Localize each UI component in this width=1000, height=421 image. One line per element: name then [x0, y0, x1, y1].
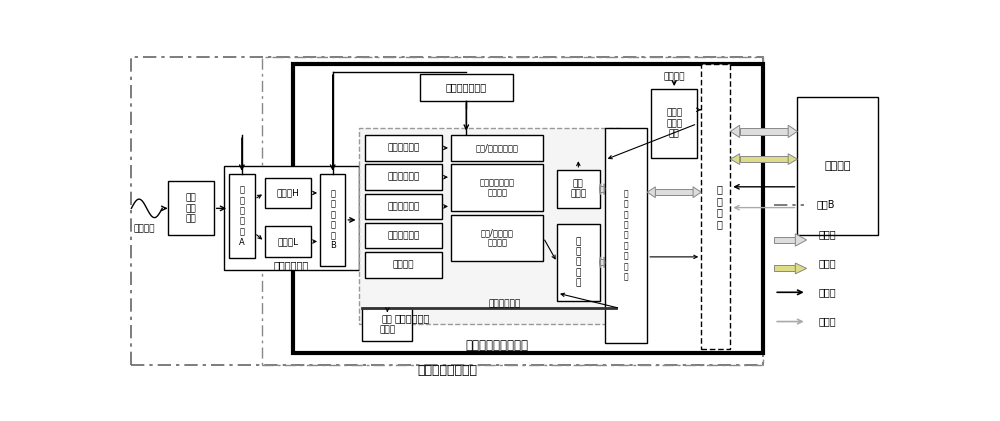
Polygon shape: [647, 187, 655, 197]
Bar: [605, 128, 647, 343]
Bar: [362, 309, 412, 341]
Text: 信号整形电路: 信号整形电路: [274, 260, 309, 270]
Bar: [365, 223, 442, 248]
Text: 信号线: 信号线: [819, 317, 837, 327]
Text: 上升/下降时间
搜索模块: 上升/下降时间 搜索模块: [481, 228, 514, 247]
Text: 区域B: 区域B: [817, 200, 835, 210]
Text: 超时搜索模块: 超时搜索模块: [387, 231, 419, 240]
Polygon shape: [730, 154, 740, 165]
Bar: [451, 135, 543, 161]
Text: 波形搜索模块: 波形搜索模块: [395, 313, 430, 323]
Bar: [774, 237, 795, 243]
Text: 建立与保持时间
搜索模块: 建立与保持时间 搜索模块: [480, 178, 515, 197]
Bar: [557, 170, 600, 208]
Text: 硬件协同处理装置: 硬件协同处理装置: [417, 364, 477, 377]
Text: 微处理器: 微处理器: [825, 161, 851, 171]
Bar: [265, 178, 311, 208]
Text: 多
路
选
择
器
B: 多 路 选 择 器 B: [330, 189, 336, 250]
Text: 总线模块: 总线模块: [392, 261, 414, 269]
Bar: [265, 226, 311, 257]
Text: 总
线
接
口: 总 线 接 口: [717, 184, 723, 229]
Bar: [600, 186, 604, 192]
Bar: [365, 135, 442, 161]
Text: 地址线: 地址线: [819, 258, 837, 268]
Text: 协同处理控制器: 协同处理控制器: [446, 82, 487, 92]
Text: 控制线: 控制线: [819, 287, 837, 297]
Text: 比较器H: 比较器H: [276, 189, 299, 197]
Text: 触发信号: 触发信号: [663, 72, 685, 81]
Text: 多
路
选
择
器
A: 多 路 选 择 器 A: [239, 186, 245, 247]
Bar: [740, 128, 788, 135]
Bar: [358, 128, 620, 324]
Text: 现场可编辑逻辑器件: 现场可编辑逻辑器件: [466, 339, 529, 352]
Bar: [224, 166, 358, 270]
Bar: [557, 224, 600, 301]
Bar: [168, 181, 214, 235]
Text: 边沿搜索模块: 边沿搜索模块: [387, 144, 419, 152]
Bar: [262, 57, 763, 365]
Bar: [655, 189, 693, 195]
Bar: [365, 252, 442, 278]
Bar: [451, 165, 543, 210]
Text: 时间
计数器: 时间 计数器: [379, 315, 395, 334]
Bar: [229, 174, 255, 258]
Text: 逻辑搜索模块: 逻辑搜索模块: [387, 202, 419, 211]
Bar: [293, 64, 763, 353]
Bar: [797, 97, 878, 235]
Text: 数据流: 数据流: [819, 229, 837, 239]
Text: 数
据
选
择
器: 数 据 选 择 器: [576, 237, 581, 288]
Bar: [365, 165, 442, 190]
Polygon shape: [795, 263, 807, 274]
Bar: [740, 156, 788, 162]
Text: 地址
生成器: 地址 生成器: [570, 179, 586, 199]
Bar: [365, 194, 442, 219]
Text: 波
形
搜
索
数
据
存
储
器: 波 形 搜 索 数 据 存 储 器: [624, 189, 628, 281]
Text: 欠幅搜索模块: 欠幅搜索模块: [387, 173, 419, 182]
Bar: [774, 266, 795, 272]
Text: 输入波形: 输入波形: [134, 225, 155, 234]
Polygon shape: [795, 234, 807, 246]
Bar: [701, 64, 730, 349]
Polygon shape: [693, 187, 701, 197]
Bar: [131, 57, 763, 365]
Text: 脉宽/毛刺搜索模块: 脉宽/毛刺搜索模块: [476, 144, 519, 152]
Bar: [651, 89, 697, 158]
Text: 信号
调理
电路: 信号 调理 电路: [185, 194, 196, 223]
Bar: [600, 259, 604, 265]
Bar: [420, 74, 512, 101]
Bar: [451, 215, 543, 261]
Polygon shape: [788, 125, 797, 138]
Polygon shape: [730, 125, 740, 138]
Bar: [320, 174, 345, 266]
Polygon shape: [788, 154, 797, 165]
Text: 比较器L: 比较器L: [277, 237, 298, 246]
Text: 触发时
间记录
模块: 触发时 间记录 模块: [666, 109, 682, 139]
Text: 时间数据总线: 时间数据总线: [489, 299, 521, 308]
